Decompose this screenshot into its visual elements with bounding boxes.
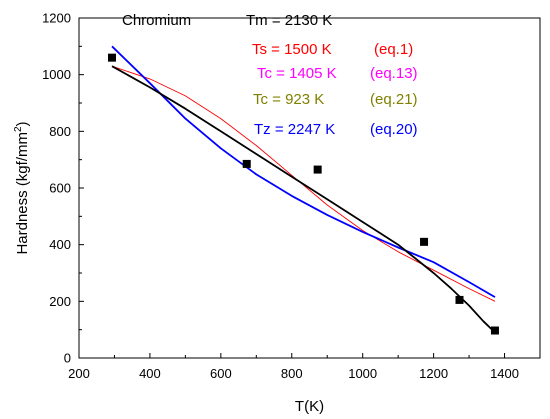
data-point <box>455 295 464 304</box>
fit-curves <box>111 45 496 334</box>
y-tick-label: 0 <box>64 351 71 366</box>
data-point <box>420 237 429 246</box>
y-tick-label: 400 <box>49 237 71 252</box>
axis-tick-labels: 200 400 600 800 1000 1200 14000200400600800100… <box>42 11 519 382</box>
x-axis-label: T(K) <box>295 398 324 415</box>
x-tick-label: 1000 <box>348 366 377 381</box>
annotation-eq20: (eq.20) <box>370 121 418 138</box>
x-tick-label: 200 <box>68 366 90 381</box>
x-tick-label: 400 <box>139 366 161 381</box>
data-point <box>107 53 116 62</box>
annotation-eq21: (eq.21) <box>370 91 418 108</box>
annotation-ts: Ts = 1500 K <box>252 41 332 58</box>
annotation-eq1: (eq.1) <box>374 41 413 58</box>
x-tick-label: 1200 <box>419 366 448 381</box>
data-point <box>490 326 499 335</box>
y-tick-label: 600 <box>49 181 71 196</box>
annotation-tc-1405: Tc = 1405 K <box>257 65 337 82</box>
data-point <box>242 159 251 168</box>
red-fit-curve <box>111 65 496 302</box>
y-axis-label-main: Hardness (kgf/mm <box>14 132 31 255</box>
x-tick-label: 800 <box>281 366 303 381</box>
x-tick-label: 1400 <box>490 366 519 381</box>
black-fit-curve <box>111 65 496 334</box>
annotation-eq13: (eq.13) <box>370 65 418 82</box>
y-tick-label: 200 <box>49 294 71 309</box>
y-axis-label-superscript: 2 <box>13 126 24 132</box>
x-tick-label: 600 <box>210 366 232 381</box>
y-tick-label: 1000 <box>42 67 71 82</box>
y-tick-label: 800 <box>49 124 71 139</box>
annotation-tz: Tz = 2247 K <box>254 121 335 138</box>
data-points <box>107 53 499 335</box>
y-axis-label: Hardness (kgf/mm2) <box>13 121 31 254</box>
blue-fit-curve <box>111 45 496 298</box>
axis-ticks <box>78 17 506 359</box>
data-point <box>313 165 322 174</box>
annotation-tm: Tm = 2130 K <box>246 12 332 29</box>
y-tick-label: 1200 <box>42 11 71 26</box>
y-axis-label-close: ) <box>14 121 31 126</box>
annotation-material: Chromium <box>122 12 191 29</box>
annotation-tc-923: Tc = 923 K <box>253 91 324 108</box>
